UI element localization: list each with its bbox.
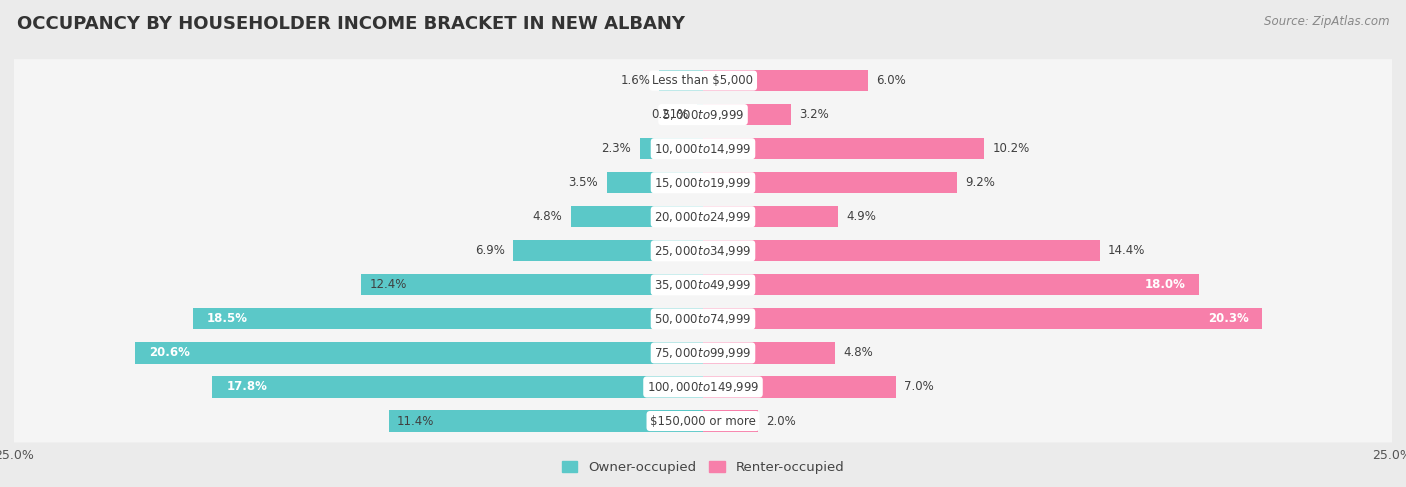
Bar xyxy=(193,308,703,329)
Text: $75,000 to $99,999: $75,000 to $99,999 xyxy=(654,346,752,360)
FancyBboxPatch shape xyxy=(0,400,1406,443)
Text: 14.4%: 14.4% xyxy=(1108,244,1146,257)
Text: 20.3%: 20.3% xyxy=(1208,312,1249,325)
Text: 1.6%: 1.6% xyxy=(621,74,651,87)
FancyBboxPatch shape xyxy=(0,93,1406,136)
Text: $50,000 to $74,999: $50,000 to $74,999 xyxy=(654,312,752,326)
FancyBboxPatch shape xyxy=(0,195,1406,238)
Bar xyxy=(361,274,703,296)
Bar xyxy=(703,411,758,431)
Text: 18.5%: 18.5% xyxy=(207,312,247,325)
Text: 18.0%: 18.0% xyxy=(1144,279,1185,291)
Text: $20,000 to $24,999: $20,000 to $24,999 xyxy=(654,210,752,224)
Bar xyxy=(389,411,703,431)
Text: Source: ZipAtlas.com: Source: ZipAtlas.com xyxy=(1264,15,1389,28)
Text: $35,000 to $49,999: $35,000 to $49,999 xyxy=(654,278,752,292)
Text: Less than $5,000: Less than $5,000 xyxy=(652,74,754,87)
Text: 7.0%: 7.0% xyxy=(904,380,934,393)
Text: 20.6%: 20.6% xyxy=(149,346,190,359)
Text: 11.4%: 11.4% xyxy=(396,414,434,428)
FancyBboxPatch shape xyxy=(0,332,1406,375)
FancyBboxPatch shape xyxy=(0,263,1406,306)
Text: $5,000 to $9,999: $5,000 to $9,999 xyxy=(662,108,744,122)
Text: 10.2%: 10.2% xyxy=(993,142,1029,155)
Text: $10,000 to $14,999: $10,000 to $14,999 xyxy=(654,142,752,156)
Bar xyxy=(135,342,703,363)
Text: OCCUPANCY BY HOUSEHOLDER INCOME BRACKET IN NEW ALBANY: OCCUPANCY BY HOUSEHOLDER INCOME BRACKET … xyxy=(17,15,685,33)
Text: 12.4%: 12.4% xyxy=(370,279,406,291)
Bar xyxy=(513,240,703,262)
Bar xyxy=(659,70,703,91)
Bar xyxy=(703,206,838,227)
Text: $150,000 or more: $150,000 or more xyxy=(650,414,756,428)
Bar xyxy=(703,308,1263,329)
Text: 3.5%: 3.5% xyxy=(568,176,599,189)
Text: 4.8%: 4.8% xyxy=(533,210,562,223)
Text: 6.0%: 6.0% xyxy=(876,74,907,87)
Text: $25,000 to $34,999: $25,000 to $34,999 xyxy=(654,244,752,258)
Bar xyxy=(212,376,703,397)
Text: 0.21%: 0.21% xyxy=(652,108,689,121)
Text: 3.2%: 3.2% xyxy=(800,108,830,121)
FancyBboxPatch shape xyxy=(0,161,1406,204)
Text: $15,000 to $19,999: $15,000 to $19,999 xyxy=(654,176,752,190)
FancyBboxPatch shape xyxy=(0,298,1406,340)
Bar xyxy=(606,172,703,193)
Text: 4.8%: 4.8% xyxy=(844,346,873,359)
Bar xyxy=(697,104,703,125)
Bar xyxy=(703,274,1199,296)
Text: 2.0%: 2.0% xyxy=(766,414,796,428)
Bar xyxy=(640,138,703,159)
Bar xyxy=(703,376,896,397)
Bar xyxy=(703,172,956,193)
FancyBboxPatch shape xyxy=(0,229,1406,272)
Bar xyxy=(703,342,835,363)
Text: 2.3%: 2.3% xyxy=(602,142,631,155)
Bar xyxy=(571,206,703,227)
FancyBboxPatch shape xyxy=(0,59,1406,102)
Bar xyxy=(703,240,1099,262)
FancyBboxPatch shape xyxy=(0,127,1406,170)
Text: 17.8%: 17.8% xyxy=(226,380,267,393)
Text: 4.9%: 4.9% xyxy=(846,210,876,223)
FancyBboxPatch shape xyxy=(0,366,1406,409)
Bar xyxy=(703,138,984,159)
Text: 9.2%: 9.2% xyxy=(965,176,994,189)
Bar xyxy=(703,104,792,125)
Legend: Owner-occupied, Renter-occupied: Owner-occupied, Renter-occupied xyxy=(557,455,849,479)
Bar xyxy=(703,70,869,91)
Text: 6.9%: 6.9% xyxy=(475,244,505,257)
Text: $100,000 to $149,999: $100,000 to $149,999 xyxy=(647,380,759,394)
